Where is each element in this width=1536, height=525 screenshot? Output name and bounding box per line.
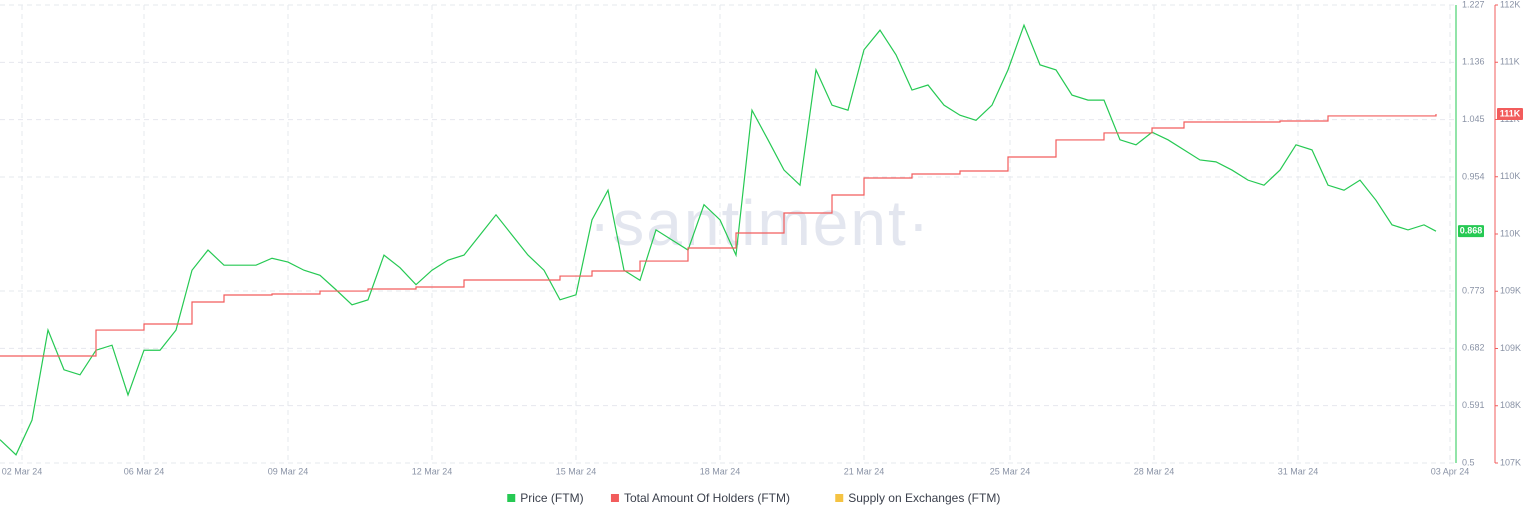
x-tick-label: 09 Mar 24: [268, 466, 309, 476]
legend-swatch: [835, 494, 844, 502]
x-tick-label: 31 Mar 24: [1278, 466, 1319, 476]
x-tick-label: 21 Mar 24: [844, 466, 885, 476]
y2-tick-label: 110K: [1500, 171, 1520, 181]
y-tick-label: 1.045: [1462, 114, 1485, 124]
end-badge: [1497, 107, 1523, 120]
legend-label: Supply on Exchanges (FTM): [848, 491, 1000, 505]
watermark: ·santiment·: [589, 187, 931, 259]
y2-tick-label: 112K: [1500, 0, 1520, 9]
legend-swatch: [507, 494, 516, 502]
y2-tick-label: 110K: [1500, 228, 1520, 238]
y-tick-label: 1.227: [1462, 0, 1485, 9]
x-tick-label: 28 Mar 24: [1134, 466, 1175, 476]
y-tick-label: 0.591: [1462, 400, 1485, 410]
end-label: 111K: [1500, 108, 1521, 118]
series-line: [0, 23, 1437, 456]
y-tick-label: 0.682: [1462, 343, 1485, 353]
y2-tick-label: 108K: [1500, 400, 1521, 410]
end-label: 0.868: [1460, 226, 1483, 236]
x-tick-label: 15 Mar 24: [556, 466, 597, 476]
end-badge: [1458, 225, 1484, 238]
y2-tick-label: 107K: [1500, 457, 1521, 467]
x-tick-label: 18 Mar 24: [700, 466, 741, 476]
x-tick-label: 06 Mar 24: [124, 466, 165, 476]
y2-tick-label: 111K: [1500, 57, 1520, 67]
y2-tick-label: 109K: [1500, 343, 1521, 353]
x-tick-label: 12 Mar 24: [412, 466, 453, 476]
legend-label: Total Amount Of Holders (FTM): [624, 491, 790, 505]
x-tick-label: 03 Apr 24: [1431, 466, 1470, 476]
x-tick-label: 25 Mar 24: [990, 466, 1031, 476]
y-tick-label: 0.5: [1462, 457, 1475, 467]
y2-tick-label: 109K: [1500, 286, 1521, 296]
y-tick-label: 0.954: [1462, 171, 1485, 181]
series-line: [0, 113, 1437, 357]
y-tick-label: 1.136: [1462, 57, 1485, 67]
y-tick-label: 0.773: [1462, 285, 1485, 295]
legend-label: Price (FTM): [520, 491, 583, 505]
legend-swatch: [610, 494, 619, 502]
x-tick-label: 02 Mar 24: [2, 466, 43, 476]
